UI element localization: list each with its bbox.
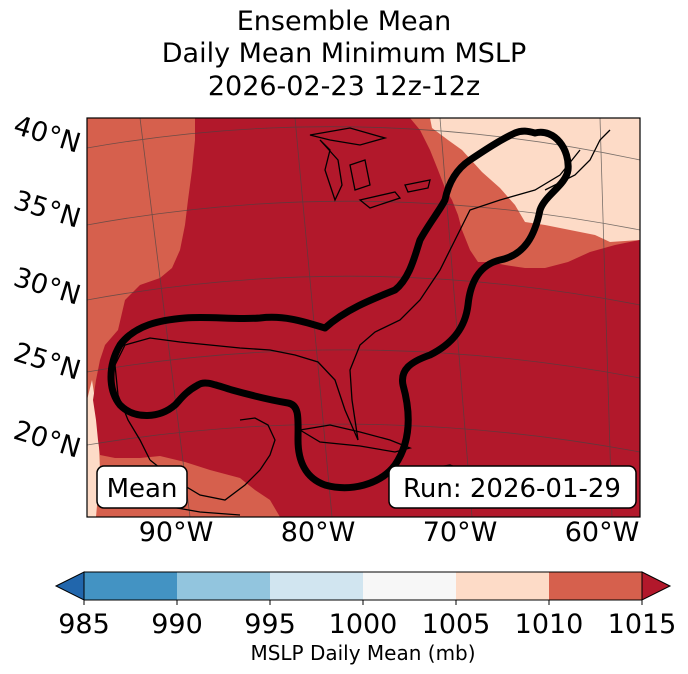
colorbar-tick-1015: 1015: [608, 609, 677, 640]
colorbar-tick-995: 995: [244, 609, 296, 640]
colorbar-label: MSLP Daily Mean (mb): [250, 641, 475, 665]
yucatan: [149, 417, 276, 501]
run-label: Run: 2026-01-29: [403, 474, 621, 504]
meridian-70w: [439, 118, 473, 517]
map-panel: [87, 118, 640, 517]
lon-label-70w: 70°W: [423, 517, 498, 548]
cuba: [298, 424, 413, 453]
lake-ontario: [404, 179, 431, 193]
colorbar-segment-995: [270, 572, 363, 600]
lat-label-30n: 30°N: [10, 262, 84, 312]
us-east-coast: [349, 149, 581, 441]
meridian-60w: [599, 118, 613, 517]
field-1015: [93, 118, 640, 517]
title-line-3: 2026-02-23 12z-12z: [207, 71, 481, 102]
lon-label-90w: 90°W: [139, 517, 214, 548]
run-box: [388, 465, 637, 509]
colorbar-tick-990: 990: [151, 609, 203, 640]
mslp-contour: [107, 127, 572, 492]
lat-label-25n: 25°N: [10, 337, 84, 387]
colorbar-segment-990: [177, 572, 270, 600]
map-frame: [86, 117, 641, 518]
lake-superior: [309, 127, 388, 146]
colorbar-segment-1000: [363, 572, 456, 600]
parallel-20n: [87, 423, 640, 453]
colorbar-tick-1005: 1005: [422, 609, 491, 640]
colorbar-segment-985: [84, 572, 177, 600]
lon-label-80w: 80°W: [281, 517, 356, 548]
parallel-25n: [87, 349, 640, 379]
lat-label-40n: 40°N: [10, 110, 84, 160]
lake-michigan: [319, 139, 343, 202]
colorbar-segment-1005: [456, 572, 549, 600]
colorbar: 985 990 995 1000 1005 1010 1015 MSLP Dai…: [54, 571, 677, 665]
meridian-80w: [294, 118, 333, 517]
colorbar-tick-1010: 1010: [515, 609, 584, 640]
parallel-30n: [87, 275, 640, 306]
mean-box: [96, 465, 188, 509]
lake-huron: [349, 159, 371, 191]
colorbar-under-arrow: [54, 571, 85, 601]
mean-label: Mean: [107, 474, 178, 504]
lat-label-20n: 20°N: [10, 415, 84, 465]
colorbar-segment-1010: [549, 572, 642, 600]
title-line-1: Ensemble Mean: [236, 6, 452, 37]
colorbar-tick-985: 985: [58, 609, 110, 640]
lat-label-35n: 35°N: [10, 185, 84, 235]
colorbar-over-arrow: [641, 571, 672, 601]
lon-label-60w: 60°W: [565, 517, 640, 548]
lake-erie: [358, 191, 402, 209]
colorbar-tick-1000: 1000: [329, 609, 398, 640]
title-line-2: Daily Mean Minimum MSLP: [161, 38, 527, 69]
